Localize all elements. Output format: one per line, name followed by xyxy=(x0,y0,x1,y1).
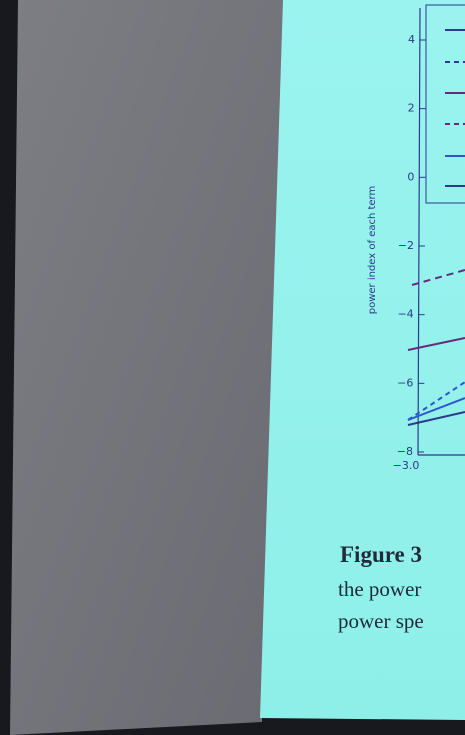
y-tick-label: −2 xyxy=(398,239,414,252)
caption-line: power spe xyxy=(338,609,424,633)
y-tick-label: 4 xyxy=(408,33,415,46)
y-tick-label: −4 xyxy=(397,308,413,321)
x-tick-label: −3.0 xyxy=(393,459,420,472)
y-tick-label: −6 xyxy=(397,376,413,389)
caption-line: the power xyxy=(338,577,421,601)
y-tick-label: 0 xyxy=(407,170,414,183)
caption: Figure 3 the power power spe xyxy=(338,542,424,633)
y-tick-label: 2 xyxy=(408,102,415,115)
caption-title: Figure 3 xyxy=(340,542,422,567)
page: {"figure": { "y_axis_label": "power inde… xyxy=(0,0,465,735)
y-tick-label: −8 xyxy=(397,445,413,458)
photo: 4 2 0 −2 −4 −6 −8 −3.0 power index of each ter… xyxy=(0,0,465,735)
y-axis-label: power index of each term xyxy=(367,186,378,315)
wall xyxy=(10,0,285,735)
